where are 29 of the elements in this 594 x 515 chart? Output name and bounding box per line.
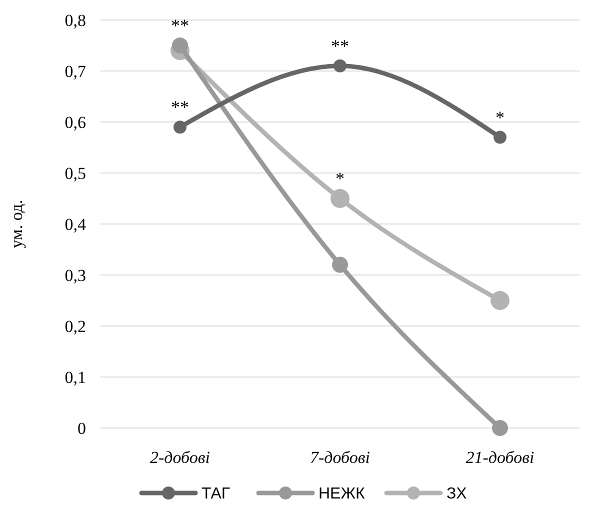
annotation: * <box>496 107 504 128</box>
y-tick-label: 0,7 <box>64 62 86 81</box>
y-tick-label: 0,3 <box>64 266 86 285</box>
point <box>172 38 188 54</box>
x-tick-label: 7-добові <box>310 448 370 467</box>
y-tick-label: 0,6 <box>64 112 86 132</box>
point <box>330 189 350 208</box>
y-tick-label: 0,5 <box>64 164 86 183</box>
annotation: * <box>336 168 344 188</box>
point <box>332 256 348 273</box>
point <box>492 420 508 436</box>
y-tick-label: 0,2 <box>64 316 86 336</box>
annotation: ** <box>331 36 349 56</box>
y-tick-label: 0,4 <box>64 214 86 234</box>
point <box>490 291 510 310</box>
x-tick-label: 2-добові <box>150 448 210 467</box>
y-tick-label: 0,1 <box>64 368 86 387</box>
x-tick-label: 21-добові <box>466 448 535 467</box>
y-tick-label: 0 <box>78 418 86 438</box>
point <box>174 120 186 134</box>
point <box>494 130 506 144</box>
y-tick-label: 0,8 <box>64 10 86 30</box>
legend-label: НЕЖК <box>318 486 366 503</box>
annotation: ** <box>171 16 189 36</box>
annotation: ** <box>171 97 189 118</box>
y-axis-title: ум. од. <box>7 200 26 248</box>
legend-label: ЗХ <box>446 486 468 503</box>
legend-label: ТАГ <box>202 486 230 503</box>
point <box>334 59 346 72</box>
